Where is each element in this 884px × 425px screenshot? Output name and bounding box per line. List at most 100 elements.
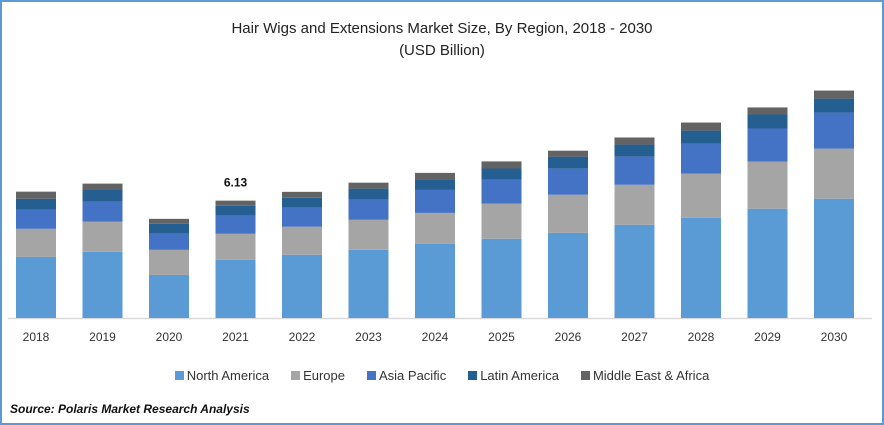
x-tick-label: 2026 bbox=[555, 330, 582, 344]
x-tick-label: 2025 bbox=[488, 330, 515, 344]
bar-asia-pacific-2030 bbox=[814, 112, 854, 149]
legend-swatch bbox=[580, 371, 590, 380]
bar-latin-america-2021 bbox=[215, 205, 256, 216]
x-tick-label: 2030 bbox=[821, 330, 848, 344]
bar-north-america-2027 bbox=[614, 224, 655, 318]
legend-swatch bbox=[367, 371, 376, 380]
bar-europe-2021 bbox=[215, 233, 256, 260]
bar-north-america-2022 bbox=[282, 254, 322, 318]
bar-middle-east-africa-2019 bbox=[82, 183, 123, 190]
bar-latin-america-2029 bbox=[747, 114, 788, 129]
bar-europe-2024 bbox=[415, 212, 455, 244]
bar-middle-east-africa-2029 bbox=[747, 107, 788, 115]
legend-swatch bbox=[174, 371, 184, 380]
bar-middle-east-africa-2021 bbox=[215, 200, 256, 206]
legend-label: Latin America bbox=[480, 368, 559, 383]
bar-asia-pacific-2022 bbox=[282, 207, 322, 227]
bar-middle-east-africa-2024 bbox=[415, 172, 455, 180]
legend-swatch bbox=[468, 371, 478, 380]
bar-middle-east-africa-2020 bbox=[149, 218, 189, 224]
legend-item: Middle East & Africa bbox=[580, 368, 710, 383]
legend-swatch bbox=[291, 371, 301, 380]
bar-north-america-2030 bbox=[814, 198, 854, 318]
bar-north-america-2021 bbox=[215, 259, 256, 318]
bar-asia-pacific-2021 bbox=[215, 215, 256, 234]
bar-europe-2028 bbox=[681, 173, 721, 218]
bar-asia-pacific-2024 bbox=[415, 189, 455, 213]
bar-europe-2025 bbox=[481, 203, 522, 239]
x-tick-label: 2023 bbox=[355, 330, 382, 344]
bar-north-america-2019 bbox=[82, 251, 123, 318]
x-tick-label: 2018 bbox=[23, 330, 50, 344]
bar-asia-pacific-2023 bbox=[348, 199, 389, 220]
x-tick-label: 2021 bbox=[222, 330, 249, 344]
legend-item: North America bbox=[174, 368, 270, 383]
bar-north-america-2020 bbox=[149, 274, 189, 318]
bar-latin-america-2024 bbox=[415, 179, 455, 190]
bar-latin-america-2027 bbox=[614, 144, 655, 157]
bar-asia-pacific-2026 bbox=[548, 168, 588, 195]
bar-europe-2029 bbox=[747, 161, 788, 209]
legend-label: Europe bbox=[303, 368, 345, 383]
bar-latin-america-2022 bbox=[282, 197, 322, 208]
bar-europe-2027 bbox=[614, 184, 655, 225]
bar-middle-east-africa-2026 bbox=[548, 150, 588, 157]
bar-latin-america-2020 bbox=[149, 223, 189, 234]
x-tick-label: 2029 bbox=[754, 330, 781, 344]
bar-europe-2026 bbox=[548, 194, 588, 233]
bar-middle-east-africa-2025 bbox=[481, 161, 522, 169]
bar-europe-2022 bbox=[282, 226, 322, 255]
x-tick-label: 2019 bbox=[89, 330, 116, 344]
bar-north-america-2018 bbox=[16, 256, 56, 318]
bar-asia-pacific-2027 bbox=[614, 156, 655, 185]
bar-middle-east-africa-2022 bbox=[282, 191, 322, 198]
bar-europe-2023 bbox=[348, 219, 389, 250]
bar-north-america-2024 bbox=[415, 243, 455, 318]
legend-label: Middle East & Africa bbox=[592, 368, 710, 383]
bar-latin-america-2023 bbox=[348, 188, 389, 200]
legend-item: Latin America bbox=[468, 368, 559, 383]
bar-north-america-2023 bbox=[348, 249, 389, 318]
bar-north-america-2025 bbox=[481, 238, 522, 318]
source-note: Source: Polaris Market Research Analysis bbox=[10, 402, 250, 416]
bar-latin-america-2030 bbox=[814, 98, 854, 113]
legend-label: North America bbox=[186, 368, 270, 383]
bar-north-america-2029 bbox=[747, 208, 788, 318]
legend-item: Europe bbox=[291, 368, 345, 383]
bar-latin-america-2026 bbox=[548, 156, 588, 169]
legend: North America Europe Asia Pacific Latin Ame… bbox=[2, 368, 882, 383]
bar-asia-pacific-2019 bbox=[82, 201, 123, 222]
chart-subtitle: (USD Billion) bbox=[399, 42, 485, 59]
x-tick-label: 2028 bbox=[688, 330, 715, 344]
bar-middle-east-africa-2023 bbox=[348, 182, 389, 189]
bar-latin-america-2019 bbox=[82, 189, 123, 202]
bar-middle-east-africa-2027 bbox=[614, 137, 655, 145]
bar-asia-pacific-2018 bbox=[16, 209, 56, 229]
bar-asia-pacific-2028 bbox=[681, 143, 721, 174]
bar-latin-america-2025 bbox=[481, 168, 522, 180]
bar-asia-pacific-2020 bbox=[149, 233, 189, 250]
bar-asia-pacific-2025 bbox=[481, 179, 522, 204]
bar-europe-2020 bbox=[149, 249, 189, 275]
bar-middle-east-africa-2028 bbox=[681, 122, 721, 131]
bar-europe-2018 bbox=[16, 228, 56, 257]
data-label: 6.13 bbox=[224, 176, 248, 190]
bar-north-america-2026 bbox=[548, 232, 588, 318]
bar-latin-america-2018 bbox=[16, 198, 56, 210]
x-tick-label: 2022 bbox=[289, 330, 316, 344]
legend-item: Asia Pacific bbox=[367, 368, 446, 383]
chart-title: Hair Wigs and Extensions Market Size, By… bbox=[231, 20, 653, 37]
bar-europe-2019 bbox=[82, 221, 123, 252]
bar-north-america-2028 bbox=[681, 217, 721, 318]
x-tick-label: 2024 bbox=[422, 330, 449, 344]
x-tick-label: 2020 bbox=[156, 330, 183, 344]
bar-middle-east-africa-2030 bbox=[814, 90, 854, 99]
stacked-bar-chart: 2018 2019 2020 2021 6.13 2022 2023 2024 2025 2026… bbox=[8, 90, 872, 344]
bar-europe-2030 bbox=[814, 148, 854, 199]
bar-latin-america-2028 bbox=[681, 130, 721, 144]
bar-asia-pacific-2029 bbox=[747, 128, 788, 162]
legend-label: Asia Pacific bbox=[379, 368, 447, 383]
x-tick-label: 2027 bbox=[621, 330, 648, 344]
bar-middle-east-africa-2018 bbox=[16, 191, 56, 199]
